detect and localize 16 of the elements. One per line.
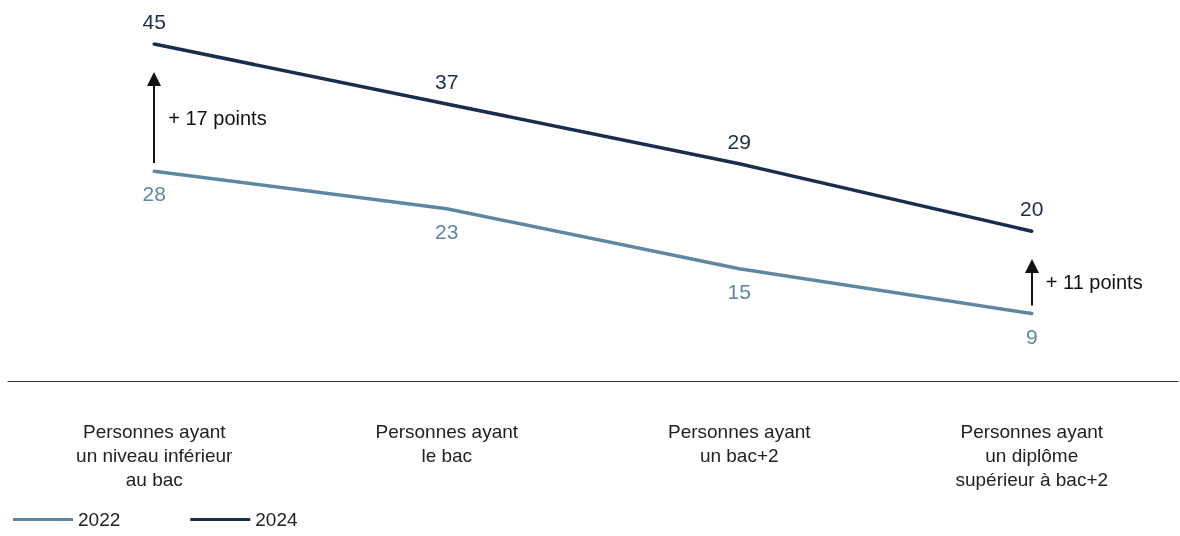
x-tick-label: Personnes ayant un diplôme supérieur à bac+2: [955, 420, 1109, 490]
data-label: 9: [1025, 324, 1038, 348]
data-label: 15: [727, 279, 751, 303]
x-tick-label: Personnes ayant le bac: [375, 420, 519, 466]
data-label: 23: [435, 219, 459, 243]
x-tick-label: Personnes ayant un niveau inférieur au bac: [76, 420, 234, 490]
annotation: + 17 points: [168, 106, 267, 129]
data-label: 28: [142, 182, 166, 206]
data-label: 37: [435, 69, 459, 93]
legend-label: 2022: [78, 509, 121, 530]
legend-label: 2024: [255, 509, 298, 530]
annotation: + 11 points: [1045, 271, 1143, 294]
data-label: 45: [142, 10, 166, 33]
x-tick-label: Personnes ayant un bac+2: [667, 420, 812, 466]
data-label: 29: [727, 129, 751, 153]
data-label: 20: [1020, 197, 1044, 221]
